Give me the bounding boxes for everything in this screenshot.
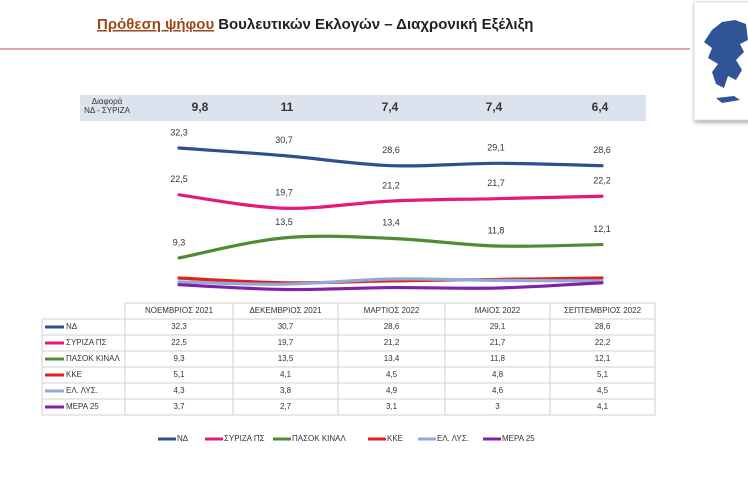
table-header: ΜΑΡΤΙΟΣ 2022 bbox=[364, 306, 420, 315]
data-label: 30,7 bbox=[275, 135, 293, 145]
difference-value: 7,4 bbox=[486, 100, 503, 114]
series-line bbox=[177, 276, 604, 285]
difference-value: 7,4 bbox=[382, 100, 399, 114]
table-series-name: ΣΥΡΙΖΑ ΠΣ bbox=[66, 338, 107, 347]
table-series-name: ΜΕΡΑ 25 bbox=[66, 402, 99, 411]
legend-label: ΚΚΕ bbox=[387, 434, 403, 443]
table-row bbox=[41, 398, 656, 416]
table-header: ΔΕΚΕΜΒΡΙΟΣ 2021 bbox=[249, 306, 322, 315]
title-rest: Βουλευτικών Εκλογών – Διαχρονική Εξέλιξη bbox=[218, 16, 533, 33]
table-cell: 3,8 bbox=[280, 386, 292, 395]
map-icon bbox=[693, 1, 748, 121]
difference-band bbox=[80, 95, 646, 121]
data-label: 13,4 bbox=[382, 218, 400, 228]
table-cell: 19,7 bbox=[278, 338, 294, 347]
table-cell: 4,3 bbox=[173, 386, 185, 395]
data-label: 9,3 bbox=[173, 237, 186, 247]
table-cell: 5,1 bbox=[173, 370, 185, 379]
table-series-name: ΝΔ bbox=[66, 322, 78, 331]
difference-label: ΝΔ - ΣΥΡΙΖΑ bbox=[84, 106, 131, 115]
table-row bbox=[41, 350, 656, 368]
table-cell: 28,6 bbox=[384, 322, 400, 331]
table-cell: 13,4 bbox=[384, 354, 400, 363]
legend-label: ΜΕΡΑ 25 bbox=[502, 434, 535, 443]
table-cell: 4,1 bbox=[597, 402, 609, 411]
legend-label: ΝΔ bbox=[177, 434, 189, 443]
difference-value: 6,4 bbox=[592, 100, 609, 114]
table-cell: 4,5 bbox=[386, 370, 398, 379]
table-cell: 21,2 bbox=[384, 338, 400, 347]
series-line bbox=[177, 277, 604, 286]
table-series-name: ΕΛ. ΛΥΣ. bbox=[66, 386, 98, 395]
series-line bbox=[177, 281, 604, 292]
legend-label: ΕΛ. ΛΥΣ. bbox=[437, 434, 469, 443]
table-row bbox=[41, 382, 656, 400]
table-cell: 29,1 bbox=[490, 322, 506, 331]
table-cell: 4,5 bbox=[597, 386, 609, 395]
table-cell: 12,1 bbox=[595, 354, 611, 363]
data-label: 28,6 bbox=[382, 145, 400, 155]
table-row bbox=[41, 334, 656, 352]
table-cell: 9,3 bbox=[173, 354, 185, 363]
table-series-name: ΠΑΣΟΚ ΚΙΝΑΛ bbox=[66, 354, 121, 363]
data-label: 11,8 bbox=[488, 225, 505, 235]
series-line bbox=[177, 234, 604, 260]
data-label: 19,7 bbox=[275, 188, 293, 198]
table-cell: 3 bbox=[495, 402, 500, 411]
series-line bbox=[177, 146, 604, 168]
data-label: 12,1 bbox=[593, 224, 611, 234]
data-label: 22,2 bbox=[593, 176, 611, 186]
data-label: 13,5 bbox=[275, 217, 293, 227]
table-header: ΜΑΙΟΣ 2022 bbox=[475, 306, 521, 315]
difference-label: Διαφορά bbox=[92, 97, 123, 106]
table-cell: 21,7 bbox=[490, 338, 506, 347]
data-label: 21,2 bbox=[382, 180, 400, 190]
table-cell: 32,3 bbox=[171, 322, 187, 331]
table-cell: 22,5 bbox=[171, 338, 187, 347]
table-cell: 3,7 bbox=[173, 402, 185, 411]
difference-value: 9,8 bbox=[192, 100, 209, 114]
series-line bbox=[177, 193, 604, 210]
table-cell: 4,8 bbox=[492, 370, 504, 379]
table-header: ΝΟΕΜΒΡΙΟΣ 2021 bbox=[145, 306, 214, 315]
data-label: 29,1 bbox=[487, 143, 505, 153]
data-label: 28,6 bbox=[593, 145, 611, 155]
slide-title: Πρόθεση ψήφου Βουλευτικών Εκλογών – Διαχρ… bbox=[97, 16, 533, 33]
table-cell: 4,9 bbox=[386, 386, 398, 395]
table-cell: 28,6 bbox=[595, 322, 611, 331]
table-cell: 4,6 bbox=[492, 386, 504, 395]
data-label: 22,5 bbox=[170, 174, 188, 184]
title-highlight: Πρόθεση ψήφου bbox=[97, 16, 214, 33]
table-cell: 3,1 bbox=[386, 402, 398, 411]
table-cell: 4,1 bbox=[280, 370, 292, 379]
table-row bbox=[41, 318, 656, 336]
table-cell: 13,5 bbox=[278, 354, 294, 363]
table-cell: 5,1 bbox=[597, 370, 609, 379]
table-row bbox=[41, 366, 656, 384]
map-shape bbox=[704, 20, 748, 88]
table-cell: 11,8 bbox=[490, 354, 506, 363]
legend-label: ΣΥΡΙΖΑ ΠΣ bbox=[224, 434, 265, 443]
table-cell: 2,7 bbox=[280, 402, 292, 411]
table-series-name: ΚΚΕ bbox=[66, 370, 82, 379]
data-label: 32,3 bbox=[170, 127, 188, 137]
data-label: 21,7 bbox=[487, 178, 505, 188]
map-island bbox=[716, 96, 740, 103]
legend-label: ΠΑΣΟΚ ΚΙΝΑΛ bbox=[292, 434, 347, 443]
table-cell: 22,2 bbox=[595, 338, 611, 347]
difference-value: 11 bbox=[281, 100, 294, 114]
table-header: ΣΕΠΤΕΜΒΡΙΟΣ 2022 bbox=[564, 306, 642, 315]
table-cell: 30,7 bbox=[278, 322, 294, 331]
